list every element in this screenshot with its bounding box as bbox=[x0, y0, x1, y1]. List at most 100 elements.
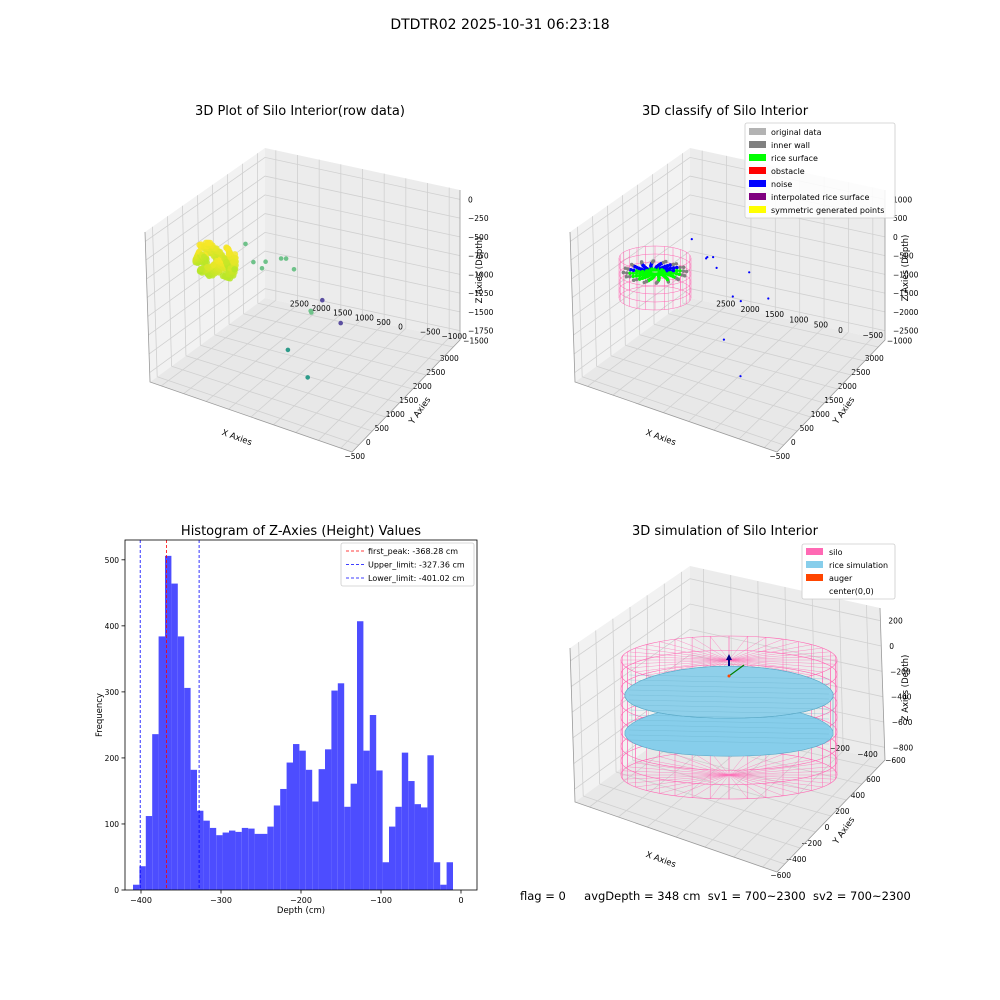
legend-box bbox=[744, 122, 896, 219]
rice-mesh-line bbox=[628, 729, 830, 735]
raw-cluster-point bbox=[219, 272, 227, 279]
z-tick-label: −500 bbox=[468, 233, 489, 242]
x-gridline bbox=[612, 618, 617, 773]
classified-surface-point bbox=[674, 272, 679, 276]
y-tick-label: 0 bbox=[838, 326, 843, 335]
legend-swatch bbox=[749, 180, 766, 187]
y-gridline bbox=[866, 604, 872, 758]
silo-wire-ring bbox=[618, 277, 692, 303]
z-tick-label: −400 bbox=[891, 693, 912, 702]
x-tick-label: 1000 bbox=[386, 410, 405, 419]
z-gridline bbox=[572, 231, 886, 317]
z-tick-label: −1500 bbox=[468, 308, 494, 317]
silo-floor-spoke bbox=[646, 759, 730, 776]
z-tick-label: 1000 bbox=[893, 195, 912, 204]
y-gridline bbox=[738, 331, 849, 440]
classified-surface-point bbox=[626, 267, 630, 271]
classified-surface-point bbox=[630, 262, 634, 267]
y-gridline bbox=[637, 310, 752, 405]
axis-edge bbox=[776, 607, 886, 873]
avg-depth-readout: avgDepth = 348 cm bbox=[584, 889, 701, 903]
legend-swatch bbox=[749, 141, 766, 148]
raw-cluster-point bbox=[231, 266, 238, 273]
raw-cluster-point bbox=[225, 250, 233, 257]
z-gridline bbox=[570, 578, 881, 662]
x-gridline bbox=[582, 376, 784, 446]
x-gridline bbox=[182, 205, 187, 356]
simulation-plot-title: 3D simulation of Silo Interior bbox=[632, 524, 818, 539]
x-tick-label: 600 bbox=[866, 775, 881, 784]
x-tick-label: 2000 bbox=[838, 382, 857, 391]
z-tick-label: −2000 bbox=[893, 308, 919, 317]
histogram-bar bbox=[203, 820, 210, 890]
silo-roof-spoke bbox=[728, 637, 766, 661]
z-tick-label: 0 bbox=[468, 195, 473, 204]
classified-surface-point bbox=[631, 274, 635, 279]
raw-data-point bbox=[320, 297, 325, 303]
noise-point bbox=[739, 300, 742, 303]
z-tick-label: −200 bbox=[890, 667, 911, 676]
classified-surface-point bbox=[668, 263, 672, 267]
z-gridline bbox=[147, 231, 461, 317]
histogram-bar bbox=[248, 828, 255, 890]
classified-surface-point bbox=[655, 264, 659, 269]
histogram-bar bbox=[299, 750, 306, 890]
raw-cluster-point bbox=[216, 248, 224, 256]
classified-surface-point bbox=[649, 263, 653, 268]
rice-mesh-line bbox=[628, 719, 830, 725]
auger-arrow-icon bbox=[726, 654, 732, 660]
z-tick-label: −2500 bbox=[893, 327, 919, 336]
x-gridline bbox=[607, 205, 612, 356]
legend-label: rice simulation bbox=[829, 561, 888, 570]
classified-surface-point bbox=[684, 269, 689, 274]
y-tick-label: 0 bbox=[398, 323, 403, 332]
x-gridline bbox=[652, 174, 655, 325]
floor-pane bbox=[575, 718, 885, 872]
raw-cluster-point bbox=[206, 239, 214, 247]
auger-arm bbox=[728, 664, 745, 677]
classified-surface-point bbox=[637, 266, 641, 271]
y-gridline bbox=[228, 314, 342, 410]
classified-surface-point bbox=[653, 268, 657, 272]
x-gridline bbox=[610, 355, 811, 418]
z-tick-label: −1000 bbox=[893, 270, 919, 279]
histogram-bar bbox=[421, 807, 428, 890]
y-gridline bbox=[340, 337, 450, 449]
silo-wire-ring bbox=[618, 285, 692, 311]
y-tick-label: 2500 bbox=[290, 299, 309, 308]
silo-floor-spoke bbox=[728, 762, 823, 776]
silo-roof-spoke bbox=[692, 637, 730, 661]
legend-swatch bbox=[749, 128, 766, 135]
classified-surface-point bbox=[678, 265, 682, 270]
y-tick-label: 1000 bbox=[355, 313, 374, 322]
legend-swatch bbox=[749, 193, 766, 200]
y-tick-label: −500 bbox=[420, 327, 441, 336]
silo-floor-spoke bbox=[674, 774, 730, 796]
raw-data-point bbox=[251, 259, 256, 265]
classified-surface-point bbox=[658, 262, 662, 267]
silo-roof-spoke bbox=[728, 644, 812, 661]
y-tick-label: −1000 bbox=[887, 336, 913, 345]
x-tick-label: 2500 bbox=[851, 368, 870, 377]
y-axis-label: Y Axies bbox=[831, 815, 858, 847]
silo-roof-spoke bbox=[659, 641, 730, 661]
x-gridline bbox=[577, 226, 583, 377]
classified-surface-point bbox=[671, 262, 675, 267]
z-axis-label: Z Axies (Depth) bbox=[475, 237, 485, 304]
z-gridline bbox=[148, 269, 461, 355]
raw-plot-title: 3D Plot of Silo Interior(row data) bbox=[195, 104, 405, 119]
floor-pane bbox=[575, 298, 885, 452]
x-gridline bbox=[595, 630, 601, 785]
z-tick-label: 0 bbox=[893, 233, 898, 242]
noise-point bbox=[731, 295, 734, 298]
silo-roof-spoke bbox=[627, 659, 730, 669]
y-tick-label: −600 bbox=[885, 756, 906, 765]
center-marker bbox=[727, 674, 731, 678]
x-tick-label: −600 bbox=[770, 871, 791, 880]
x-gridline bbox=[167, 216, 172, 367]
y-gridline bbox=[733, 750, 844, 858]
histogram-bar bbox=[235, 831, 242, 890]
histogram-bar bbox=[261, 833, 268, 890]
y-gridline bbox=[183, 304, 298, 394]
classified-surface-point bbox=[655, 272, 659, 276]
